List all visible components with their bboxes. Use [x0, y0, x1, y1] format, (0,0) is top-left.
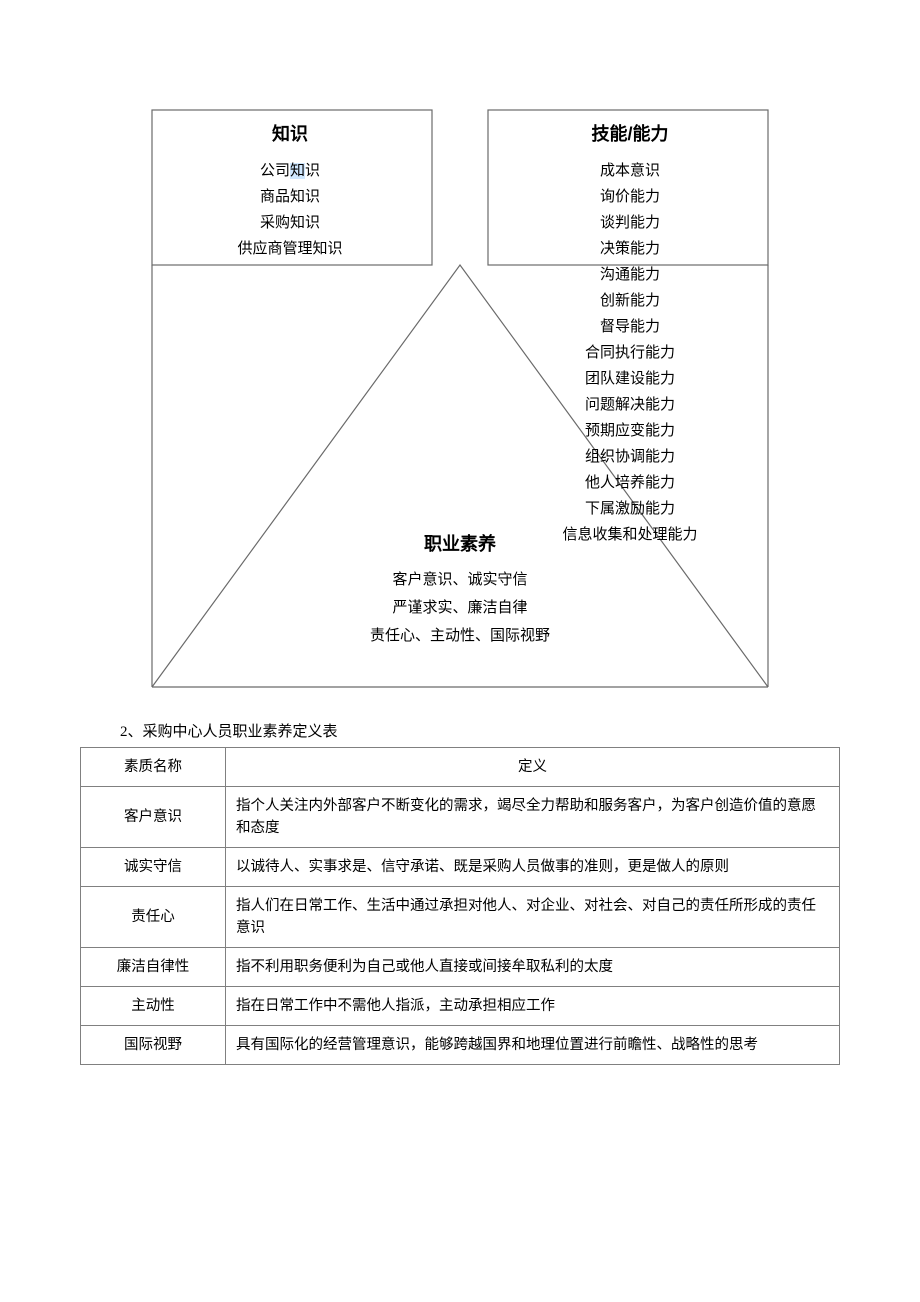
skill-item: 创新能力	[510, 288, 750, 314]
quality-line: 严谨求实、廉洁自律	[300, 594, 620, 622]
knowledge-title: 知识	[170, 120, 410, 146]
table-row: 廉洁自律性 指不利用职务便利为自己或他人直接或间接牟取私利的太度	[81, 948, 840, 987]
cell-name: 主动性	[81, 987, 226, 1026]
knowledge-item: 商品知识	[170, 184, 410, 210]
table-row: 主动性 指在日常工作中不需他人指派，主动承担相应工作	[81, 987, 840, 1026]
skill-item: 督导能力	[510, 314, 750, 340]
skill-item: 决策能力	[510, 236, 750, 262]
skills-title: 技能/能力	[510, 120, 750, 146]
skill-item: 他人培养能力	[510, 470, 750, 496]
skill-item: 谈判能力	[510, 210, 750, 236]
knowledge-item: 供应商管理知识	[170, 236, 410, 262]
table-row: 责任心 指人们在日常工作、生活中通过承担对他人、对企业、对社会、对自己的责任所形…	[81, 887, 840, 948]
competency-diagram: 知识 公司知识 商品知识 采购知识 供应商管理知识 技能/能力 成本意识 询价能…	[140, 100, 780, 700]
table-body: 客户意识 指个人关注内外部客户不断变化的需求，竭尽全力帮助和服务客户，为客户创造…	[81, 787, 840, 1065]
cell-name: 诚实守信	[81, 848, 226, 887]
cell-def: 指个人关注内外部客户不断变化的需求，竭尽全力帮助和服务客户，为客户创造价值的意愿…	[226, 787, 840, 848]
quality-line: 客户意识、诚实守信	[300, 566, 620, 594]
knowledge-box: 知识 公司知识 商品知识 采购知识 供应商管理知识	[170, 120, 410, 262]
knowledge-item: 采购知识	[170, 210, 410, 236]
skill-item: 合同执行能力	[510, 340, 750, 366]
quality-section: 职业素养 客户意识、诚实守信 严谨求实、廉洁自律 责任心、主动性、国际视野	[300, 530, 620, 650]
definition-table: 素质名称 定义 客户意识 指个人关注内外部客户不断变化的需求，竭尽全力帮助和服务…	[80, 747, 840, 1065]
table-row: 诚实守信 以诚待人、实事求是、信守承诺、既是采购人员做事的准则，更是做人的原则	[81, 848, 840, 887]
cell-name: 客户意识	[81, 787, 226, 848]
skill-item: 预期应变能力	[510, 418, 750, 444]
knowledge-item: 公司知识	[170, 158, 410, 184]
cell-def: 以诚待人、实事求是、信守承诺、既是采购人员做事的准则，更是做人的原则	[226, 848, 840, 887]
skill-item: 组织协调能力	[510, 444, 750, 470]
quality-title: 职业素养	[300, 530, 620, 556]
skill-item: 下属激励能力	[510, 496, 750, 522]
cell-name: 廉洁自律性	[81, 948, 226, 987]
th-name: 素质名称	[81, 748, 226, 787]
quality-line: 责任心、主动性、国际视野	[300, 622, 620, 650]
cell-def: 具有国际化的经营管理意识，能够跨越国界和地理位置进行前瞻性、战略性的思考	[226, 1026, 840, 1065]
table-row: 国际视野 具有国际化的经营管理意识，能够跨越国界和地理位置进行前瞻性、战略性的思…	[81, 1026, 840, 1065]
skill-item: 成本意识	[510, 158, 750, 184]
cell-name: 责任心	[81, 887, 226, 948]
cell-def: 指在日常工作中不需他人指派，主动承担相应工作	[226, 987, 840, 1026]
skill-item: 问题解决能力	[510, 392, 750, 418]
cell-def: 指不利用职务便利为自己或他人直接或间接牟取私利的太度	[226, 948, 840, 987]
skill-item: 团队建设能力	[510, 366, 750, 392]
table-heading: 2、采购中心人员职业素养定义表	[120, 720, 860, 741]
skill-item: 询价能力	[510, 184, 750, 210]
skill-item: 沟通能力	[510, 262, 750, 288]
cell-name: 国际视野	[81, 1026, 226, 1065]
th-def: 定义	[226, 748, 840, 787]
skills-box: 技能/能力 成本意识 询价能力 谈判能力 决策能力 沟通能力 创新能力 督导能力…	[510, 120, 750, 548]
cell-def: 指人们在日常工作、生活中通过承担对他人、对企业、对社会、对自己的责任所形成的责任…	[226, 887, 840, 948]
table-row: 客户意识 指个人关注内外部客户不断变化的需求，竭尽全力帮助和服务客户，为客户创造…	[81, 787, 840, 848]
